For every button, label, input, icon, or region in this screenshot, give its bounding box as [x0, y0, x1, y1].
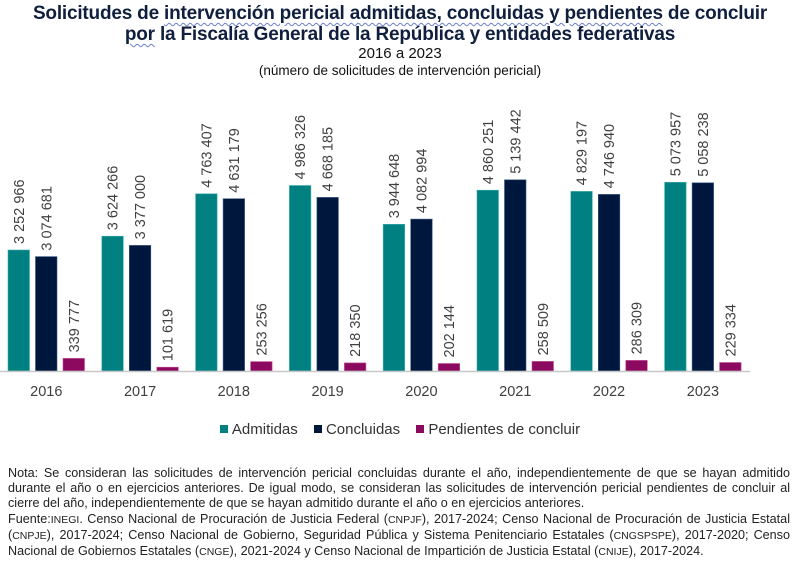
data-label-admitidas-2017: 3 624 266	[106, 166, 122, 231]
data-label-concluidas-2023: 5 058 238	[696, 112, 712, 177]
data-label-concluidas-2021: 5 139 442	[508, 109, 524, 174]
data-label-concluidas-2018: 4 631 179	[227, 128, 243, 193]
legend-label: Admitidas	[231, 421, 298, 438]
data-label-pendientes-2020: 202 144	[442, 305, 458, 357]
legend-label: Concluidas	[325, 421, 401, 438]
x-tick-label-2021: 2021	[499, 384, 531, 400]
data-label-admitidas-2016: 3 252 966	[12, 179, 28, 244]
source-acronym: CNPJF	[387, 513, 422, 526]
source-fragment: ), 2017-2024.	[628, 544, 704, 559]
legend-label: Pendientes de concluir	[428, 421, 581, 438]
source-acronym: INEGI	[50, 513, 80, 526]
title-part: la Fiscalía General de la República y en…	[154, 24, 676, 45]
title-part: de concluir	[662, 3, 768, 24]
bar-pendientes-2022	[625, 360, 648, 372]
chart-subtitle: 2016 a 2023	[358, 45, 442, 62]
source-fragment: ), 2017-2020; Censo Nacional de Gobierno…	[8, 527, 790, 559]
bar-concluidas-2023	[691, 182, 714, 372]
bar-admitidas-2017	[101, 235, 124, 372]
source-acronym: CNGE	[199, 546, 230, 559]
source-fragment: ), 2017-2024; Censo Nacional de Procurac…	[8, 511, 790, 542]
data-label-concluidas-2019: 4 668 185	[321, 127, 337, 192]
data-label-concluidas-2017: 3 377 000	[133, 175, 149, 240]
source-fragment: ), 2017-2024; Censo Nacional de Gobierno…	[46, 527, 614, 542]
data-label-admitidas-2019: 4 986 326	[293, 115, 309, 180]
data-label-admitidas-2018: 4 763 407	[199, 123, 215, 188]
x-tick-label-2023: 2023	[687, 384, 719, 400]
bar-admitidas-2020	[382, 224, 406, 372]
x-tick-label-2019: 2019	[311, 384, 343, 400]
bar-concluidas-2021	[504, 179, 527, 372]
data-label-pendientes-2023: 229 334	[723, 304, 739, 356]
source-acronym: CNGSPSPE	[613, 529, 672, 542]
data-label-pendientes-2017: 101 619	[161, 309, 177, 361]
bar-pendientes-2017	[156, 366, 179, 372]
legend-swatch	[219, 425, 228, 433]
source-acronym: CNPJE	[12, 529, 47, 542]
legend-item-admitidas: Admitidas	[219, 421, 298, 438]
chart-title-line-2: por la Fiscalía General de la República …	[0, 24, 800, 46]
legend-item-concluidas: Concluidas	[313, 421, 401, 438]
data-label-pendientes-2021: 258 509	[536, 303, 552, 355]
source-text: Fuente:INEGI. Censo Nacional de Procurac…	[8, 512, 790, 561]
x-tick-label-2018: 2018	[218, 384, 250, 400]
source-fragment: . Censo Nacional de Procuración de Justi…	[79, 511, 388, 526]
bar-admitidas-2023	[664, 182, 687, 372]
bar-admitidas-2016	[7, 249, 30, 372]
bar-pendientes-2020	[437, 363, 461, 372]
bar-admitidas-2019	[289, 185, 312, 372]
bar-pendientes-2021	[531, 361, 554, 372]
bar-concluidas-2018	[222, 198, 245, 372]
data-label-concluidas-2022: 4 746 940	[602, 124, 618, 189]
data-label-admitidas-2023: 5 073 957	[668, 112, 684, 177]
title-part-underlined: por	[124, 24, 155, 45]
data-labels-layer: 3 252 966 3 074 681 339 777 3 624 266 3 377 …	[12, 109, 740, 361]
bars-layer	[7, 179, 742, 372]
chart-title-line-1: Solicitudes de intervención pericial adm…	[0, 3, 800, 25]
bar-pendientes-2023	[719, 362, 742, 372]
data-label-admitidas-2022: 4 829 197	[575, 121, 591, 186]
data-label-pendientes-2016: 339 777	[67, 300, 83, 352]
data-label-concluidas-2016: 3 074 681	[39, 186, 55, 251]
bar-concluidas-2017	[129, 245, 152, 372]
x-tick-labels-layer: 2016 2017 2018 2019 2020 2021 2022 2023	[30, 384, 719, 400]
legend-swatch	[416, 425, 425, 433]
title-part: Solicitudes de	[32, 3, 165, 24]
bar-concluidas-2019	[316, 197, 339, 372]
footnote: Nota: Se consideran las solicitudes de i…	[8, 466, 790, 560]
bar-admitidas-2018	[195, 193, 218, 372]
x-tick-label-2022: 2022	[593, 384, 625, 400]
legend: Admitidas Concluidas Pendientes de concl…	[0, 421, 800, 438]
x-tick-label-2020: 2020	[405, 384, 437, 400]
data-label-pendientes-2022: 286 309	[630, 302, 646, 354]
bar-chart: 3 252 966 3 074 681 339 777 3 624 266 3 377 …	[0, 109, 750, 400]
bar-concluidas-2020	[410, 218, 433, 372]
source-fragment: Fuente:	[8, 511, 51, 526]
bar-admitidas-2021	[476, 189, 499, 372]
bar-pendientes-2016	[62, 358, 85, 372]
data-label-pendientes-2019: 218 350	[348, 304, 364, 356]
source-acronym: CNIJE	[598, 546, 629, 559]
x-tick-label-2016: 2016	[30, 384, 62, 400]
bar-concluidas-2016	[35, 256, 58, 372]
bar-concluidas-2022	[597, 194, 621, 372]
bar-pendientes-2019	[344, 362, 367, 372]
chart-units: (número de solicitudes de intervención p…	[258, 63, 542, 78]
x-tick-label-2017: 2017	[124, 384, 156, 400]
bar-pendientes-2018	[250, 361, 273, 372]
data-label-pendientes-2018: 253 256	[254, 303, 270, 355]
data-label-admitidas-2020: 3 944 648	[387, 154, 403, 219]
legend-swatch	[313, 425, 322, 433]
bar-admitidas-2022	[570, 191, 593, 372]
note-text: Nota: Se consideran las solicitudes de i…	[8, 466, 790, 511]
legend-item-pendientes: Pendientes de concluir	[416, 421, 580, 438]
data-label-concluidas-2020: 4 082 994	[414, 149, 430, 214]
source-fragment: ), 2021-2024 y Censo Nacional de Imparti…	[229, 544, 599, 559]
data-label-admitidas-2021: 4 860 251	[481, 120, 497, 185]
title-part-underlined: intervención pericial admitidas, conclui…	[164, 3, 663, 24]
